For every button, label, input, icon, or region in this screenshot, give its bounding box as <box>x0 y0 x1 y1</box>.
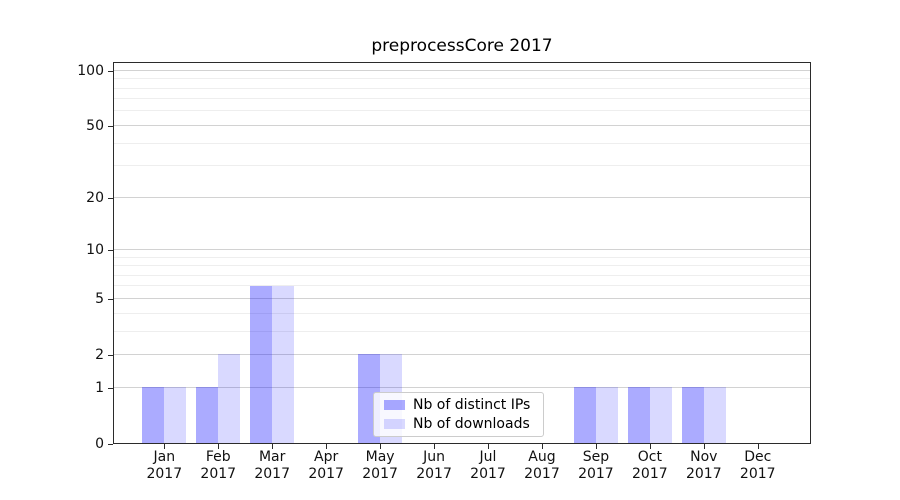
x-tick-mark-sep <box>595 444 597 449</box>
x-tick-mark-oct <box>649 444 651 449</box>
bar-downloads-nov <box>703 387 726 443</box>
y-tick-label-2: 2 <box>95 347 104 364</box>
x-tick-label-nov-2017: Nov 2017 <box>685 449 722 482</box>
bar-downloads-feb <box>218 354 241 443</box>
bar-downloads-mar <box>272 285 295 443</box>
grid-layer <box>114 63 810 443</box>
grid-line-minor-90 <box>114 78 810 80</box>
chart-title: preprocessCore 2017 <box>371 36 553 56</box>
grid-line-minor-40 <box>114 142 810 144</box>
grid-line-minor-9 <box>114 256 810 258</box>
grid-line-minor-8 <box>114 265 810 267</box>
grid-line-major-2 <box>114 353 810 355</box>
x-tick-label-oct-2017: Oct 2017 <box>632 449 668 482</box>
y-tick-label-50: 50 <box>86 118 104 135</box>
grid-line-minor-70 <box>114 98 810 100</box>
grid-line-minor-6 <box>114 285 810 287</box>
x-tick-mark-jan <box>164 444 166 449</box>
bar-downloads-jan <box>164 387 187 443</box>
legend-item-downloads: Nb of downloads <box>384 415 537 433</box>
x-tick-mark-jun <box>434 444 436 449</box>
bar-downloads-sep <box>595 387 618 443</box>
bar-distinct-ips-feb <box>196 387 219 443</box>
y-tick-label-5: 5 <box>95 291 104 308</box>
x-tick-label-feb-2017: Feb 2017 <box>200 449 237 482</box>
x-tick-mark-mar <box>272 444 274 449</box>
x-tick-mark-jul <box>488 444 489 449</box>
legend-swatch-downloads <box>384 419 405 429</box>
x-tick-label-jan-2017: Jan 2017 <box>146 449 183 482</box>
x-tick-mark-nov <box>703 444 705 449</box>
x-tick-label-sep-2017: Sep 2017 <box>578 449 614 482</box>
grid-line-major-1 <box>114 386 810 388</box>
grid-line-minor-3 <box>114 330 810 332</box>
y-tick-label-20: 20 <box>86 190 104 207</box>
x-tick-mark-dec <box>757 444 759 449</box>
bars-layer <box>114 63 810 443</box>
legend-item-distinct-ips: Nb of distinct IPs <box>384 396 537 414</box>
y-tick-label-1: 1 <box>95 380 104 396</box>
x-tick-mark-aug <box>541 444 543 449</box>
bar-distinct-ips-jan <box>142 387 165 443</box>
grid-line-major-20 <box>114 196 810 198</box>
x-tick-label-dec-2017: Dec 2017 <box>739 449 776 482</box>
grid-line-major-10 <box>114 248 810 250</box>
bar-distinct-ips-mar <box>250 285 273 443</box>
grid-line-minor-4 <box>114 312 810 314</box>
grid-line-major-5 <box>114 297 810 299</box>
grid-line-minor-60 <box>114 110 810 112</box>
x-tick-mark-feb <box>218 444 220 449</box>
y-tick-label-100: 100 <box>77 63 104 80</box>
x-tick-label-aug-2017: Aug 2017 <box>524 449 560 482</box>
bar-distinct-ips-sep <box>573 387 596 443</box>
bar-downloads-oct <box>649 387 672 443</box>
plot-area <box>113 62 811 444</box>
legend-swatch-distinct-ips <box>384 400 405 410</box>
grid-line-major-50 <box>114 124 810 126</box>
y-tick-label-0: 0 <box>95 436 104 452</box>
bar-distinct-ips-nov <box>681 387 704 443</box>
legend: Nb of distinct IPs Nb of downloads <box>373 392 544 437</box>
grid-line-minor-7 <box>114 274 810 276</box>
grid-line-major-100 <box>114 69 810 71</box>
legend-label-distinct-ips: Nb of distinct IPs <box>413 397 531 413</box>
legend-label-downloads: Nb of downloads <box>413 416 530 432</box>
bar-distinct-ips-oct <box>627 387 650 443</box>
x-tick-label-mar-2017: Mar 2017 <box>254 449 290 482</box>
x-tick-mark-may <box>380 444 382 449</box>
x-tick-label-apr-2017: Apr 2017 <box>308 449 344 482</box>
x-tick-mark-apr <box>326 444 328 449</box>
grid-line-minor-30 <box>114 165 810 167</box>
y-tick-label-10: 10 <box>86 242 104 259</box>
grid-line-minor-80 <box>114 87 810 89</box>
x-tick-label-jul-2017: Jul 2017 <box>470 449 506 482</box>
x-tick-label-jun-2017: Jun 2017 <box>416 449 452 482</box>
x-tick-label-may-2017: May 2017 <box>362 449 398 482</box>
